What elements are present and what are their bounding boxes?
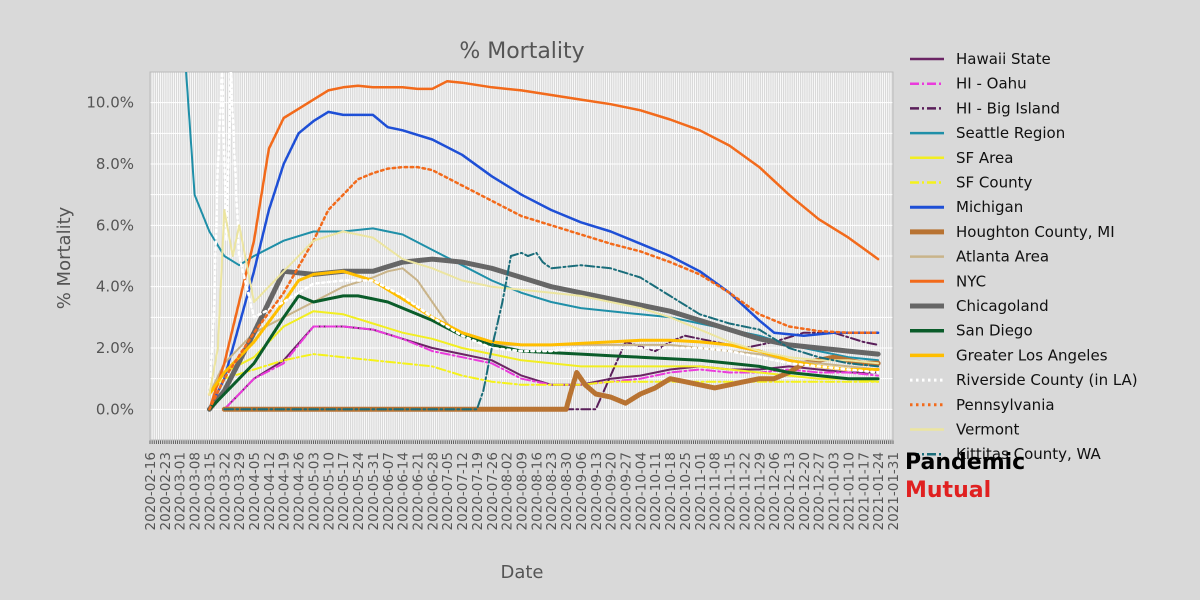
x-tick-label: 2020-02-23 (158, 452, 174, 530)
x-tick-label: 2020-10-04 (633, 452, 649, 530)
y-tick-label: 8.0% (96, 155, 134, 173)
x-tick-label: 2020-09-27 (619, 452, 635, 530)
x-tick-label: 2020-10-25 (678, 452, 694, 530)
x-tick-label: 2020-09-13 (589, 452, 605, 530)
x-tick-label: 2020-10-11 (648, 452, 664, 530)
series-line-san-diego (207, 294, 880, 411)
x-tick-label: 2020-06-21 (410, 452, 426, 530)
x-tick-label: 2020-05-24 (351, 452, 367, 530)
legend-label: Greater Los Angeles (956, 346, 1108, 364)
x-axis-ticks: 2020-02-162020-02-232020-03-012020-03-08… (143, 452, 902, 530)
y-tick-label: 6.0% (96, 216, 134, 234)
x-tick-label: 2021-01-03 (827, 452, 843, 530)
x-tick-label: 2020-04-05 (247, 452, 263, 530)
legend-label: SF County (956, 174, 1032, 192)
x-tick-label: 2020-08-16 (529, 452, 545, 530)
x-tick-label: 2020-04-19 (277, 452, 293, 530)
x-tick-label: 2020-07-12 (455, 452, 471, 530)
x-tick-label: 2020-06-07 (381, 452, 397, 530)
legend-label: Michigan (956, 198, 1023, 216)
legend: Hawaii State HI - Oahu HI - Big Island Seat… (910, 50, 1138, 463)
x-tick-label: 2020-07-05 (440, 452, 456, 530)
x-tick-label: 2020-11-22 (737, 452, 753, 530)
series-line-riverside-county-in-la- (208, 72, 880, 396)
legend-label: Pennsylvania (956, 396, 1055, 414)
legend-label: HI - Oahu (956, 75, 1027, 93)
y-tick-label: 4.0% (96, 278, 134, 296)
legend-label: SF Area (956, 149, 1013, 167)
legend-label: Chicagoland (956, 297, 1049, 315)
series-line-sf-county (208, 353, 880, 395)
x-tick-label: 2020-09-06 (574, 452, 590, 530)
grid-lines (149, 71, 894, 444)
x-tick-label: 2020-12-20 (797, 452, 813, 530)
legend-label: Vermont (956, 421, 1020, 439)
x-tick-label: 2020-08-02 (500, 452, 516, 530)
x-tick-label: 2020-05-03 (306, 452, 322, 530)
series-line-michigan (208, 110, 880, 411)
x-tick-label: 2021-01-17 (856, 452, 872, 530)
legend-label: Seattle Region (956, 124, 1065, 142)
legend-label: NYC (956, 272, 986, 290)
y-tick-label: 10.0% (86, 94, 134, 112)
x-tick-label: 2020-11-01 (693, 452, 709, 530)
x-tick-label: 2020-03-08 (188, 452, 204, 530)
y-tick-label: 0.0% (96, 400, 134, 418)
x-tick-label: 2020-08-09 (515, 452, 531, 530)
brand-mutual: Mutual (905, 478, 992, 503)
legend-label: Riverside County (in LA) (956, 371, 1138, 389)
legend-label: San Diego (956, 322, 1033, 340)
x-tick-label: 2020-05-31 (366, 452, 382, 530)
y-tick-label: 2.0% (96, 339, 134, 357)
series-lines (185, 72, 881, 412)
x-tick-label: 2020-02-16 (143, 452, 159, 530)
legend-label: Kittitas County, WA (956, 445, 1102, 463)
x-axis-label: Date (500, 562, 543, 583)
x-tick-label: 2020-12-27 (812, 452, 828, 530)
series-line-pennsylvania (208, 165, 880, 411)
x-tick-label: 2020-07-26 (485, 452, 501, 530)
legend-label: Hawaii State (956, 50, 1051, 68)
series-line-vermont (208, 209, 880, 395)
chart-title: % Mortality (459, 39, 584, 64)
x-tick-label: 2020-06-28 (425, 452, 441, 530)
series-line-kittitas-county-wa (223, 251, 880, 411)
x-tick-label: 2020-10-18 (663, 452, 679, 530)
series-line-sf-area (208, 310, 880, 395)
y-axis-ticks: 0.0% 2.0% 4.0% 6.0% 8.0% 10.0% (86, 94, 134, 419)
x-tick-label: 2020-07-19 (470, 452, 486, 530)
x-tick-label: 2020-05-17 (336, 452, 352, 530)
x-tick-label: 2020-08-23 (544, 452, 560, 530)
brand-pandemic: Pandemic (905, 450, 1026, 475)
x-tick-label: 2021-01-10 (841, 452, 857, 530)
y-axis-label: % Mortality (54, 206, 75, 309)
x-tick-label: 2020-05-10 (321, 452, 337, 530)
x-tick-label: 2021-01-31 (886, 452, 902, 530)
x-tick-label: 2020-06-14 (396, 452, 412, 530)
x-tick-label: 2020-12-13 (782, 452, 798, 530)
series-line-nyc (208, 79, 880, 411)
x-tick-label: 2021-01-24 (871, 452, 887, 530)
x-tick-label: 2020-03-29 (232, 452, 248, 530)
x-tick-label: 2020-12-06 (767, 452, 783, 530)
x-tick-label: 2020-04-12 (262, 452, 278, 530)
x-tick-label: 2020-04-26 (292, 452, 308, 530)
x-tick-label: 2020-03-22 (217, 452, 233, 530)
legend-label: Houghton County, MI (956, 223, 1115, 241)
legend-label: HI - Big Island (956, 99, 1060, 117)
x-tick-label: 2020-03-15 (202, 452, 218, 530)
plot-border (149, 71, 894, 441)
legend-label: Atlanta Area (956, 248, 1049, 266)
x-tick-label: 2020-11-08 (708, 452, 724, 530)
x-tick-label: 2020-11-29 (752, 452, 768, 530)
x-tick-label: 2020-03-01 (173, 452, 189, 530)
x-tick-label: 2020-08-30 (559, 452, 575, 530)
x-tick-label: 2020-11-15 (723, 452, 739, 530)
x-tick-label: 2020-09-20 (604, 452, 620, 530)
